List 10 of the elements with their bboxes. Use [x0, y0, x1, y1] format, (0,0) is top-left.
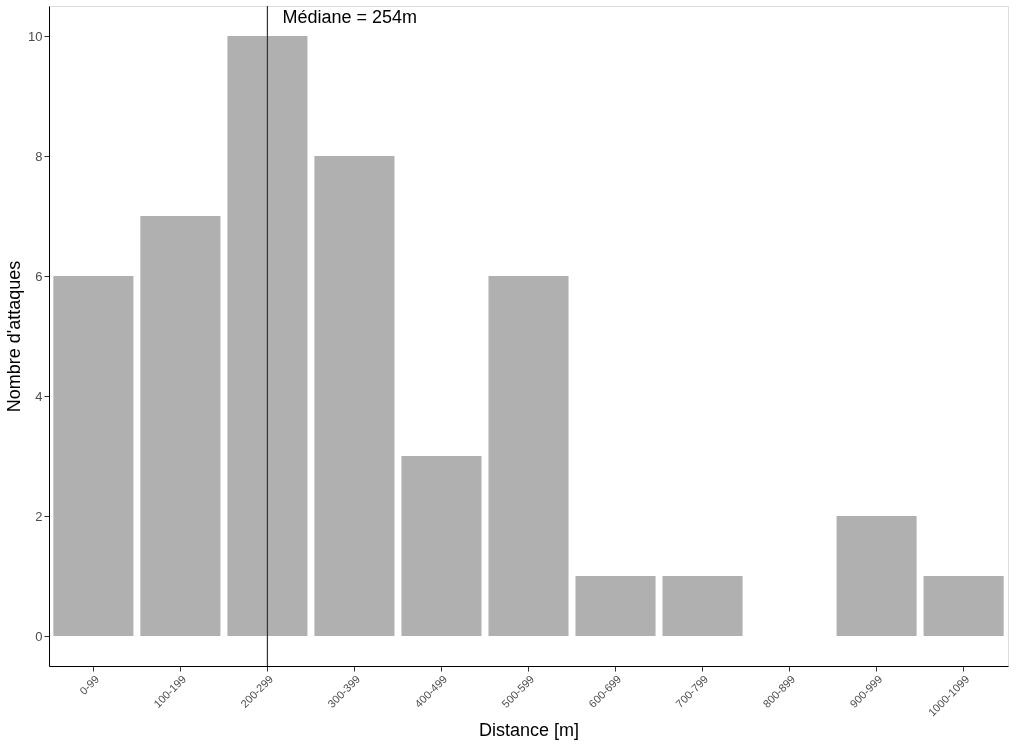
- x-tick-label: 0-99: [77, 672, 102, 697]
- y-tick-label: 8: [35, 148, 43, 164]
- y-tick-label: 2: [35, 508, 43, 524]
- y-tick-label: 6: [35, 268, 43, 284]
- y-tick-label: 0: [35, 628, 43, 644]
- x-axis-title: Distance [m]: [478, 720, 580, 741]
- y-axis-title: Nombre d'attaques: [4, 260, 25, 413]
- ref-line-label: Médiane = 254m: [282, 7, 418, 27]
- y-tick-label: 10: [28, 28, 43, 44]
- y-tick-label: 4: [35, 388, 43, 404]
